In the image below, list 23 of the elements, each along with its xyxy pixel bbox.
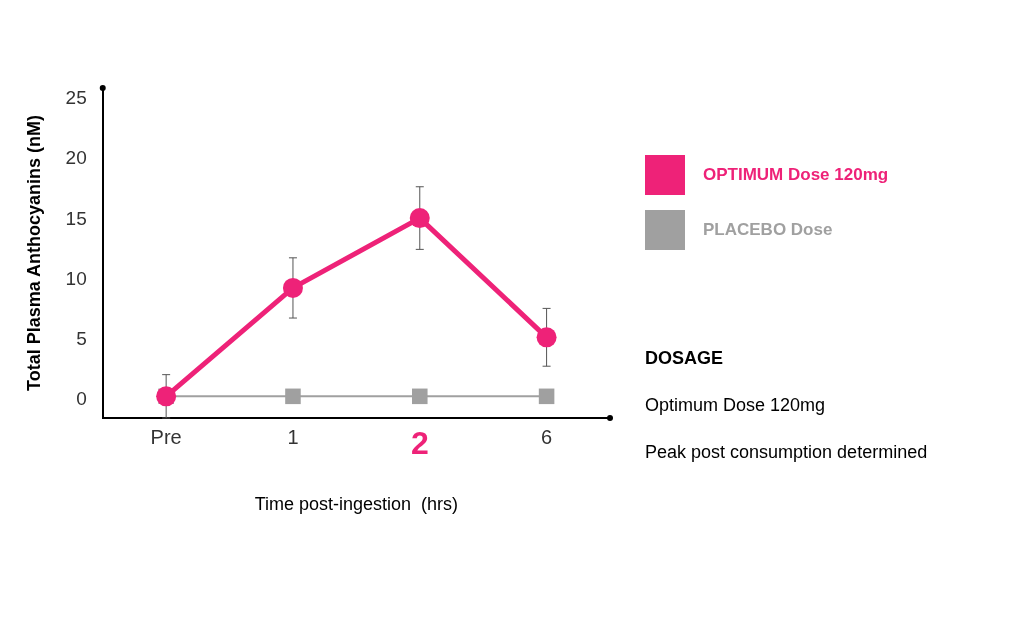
- point: [285, 388, 301, 405]
- y-axis-title: Total Plasma Anthocyanins (nM): [23, 114, 44, 392]
- text: Peak post consumption determined: [645, 442, 928, 464]
- x-axis-title: Time post-ingestion (hrs): [254, 494, 459, 515]
- x-tick-label: 1: [287, 425, 299, 448]
- x-tick-label: 2: [410, 425, 429, 462]
- point: [536, 327, 557, 348]
- y-tick-label: 0: [76, 388, 87, 410]
- point: [409, 208, 430, 229]
- y-tick-label: 5: [76, 327, 87, 349]
- y-tick-label: 15: [65, 207, 87, 229]
- point: [538, 388, 555, 405]
- point: [412, 388, 428, 405]
- legend-label: OPTIMUM Dose 120mg: [703, 165, 889, 185]
- y-tick-label: 10: [65, 267, 87, 289]
- x-tick-label: Pre: [150, 425, 182, 448]
- y-tick-label: 20: [65, 147, 87, 169]
- legend-label: PLACEBO Dose: [703, 220, 833, 240]
- text: Optimum Dose 120mg: [645, 395, 827, 417]
- x-tick-label: 6: [541, 425, 553, 448]
- y-tick-label: 25: [65, 87, 87, 109]
- point: [282, 277, 303, 298]
- text: DOSAGE: [645, 348, 724, 370]
